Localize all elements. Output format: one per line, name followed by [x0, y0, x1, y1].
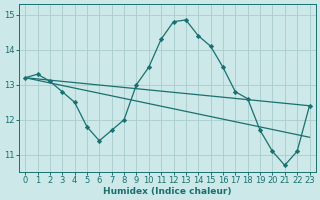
X-axis label: Humidex (Indice chaleur): Humidex (Indice chaleur) — [103, 187, 232, 196]
